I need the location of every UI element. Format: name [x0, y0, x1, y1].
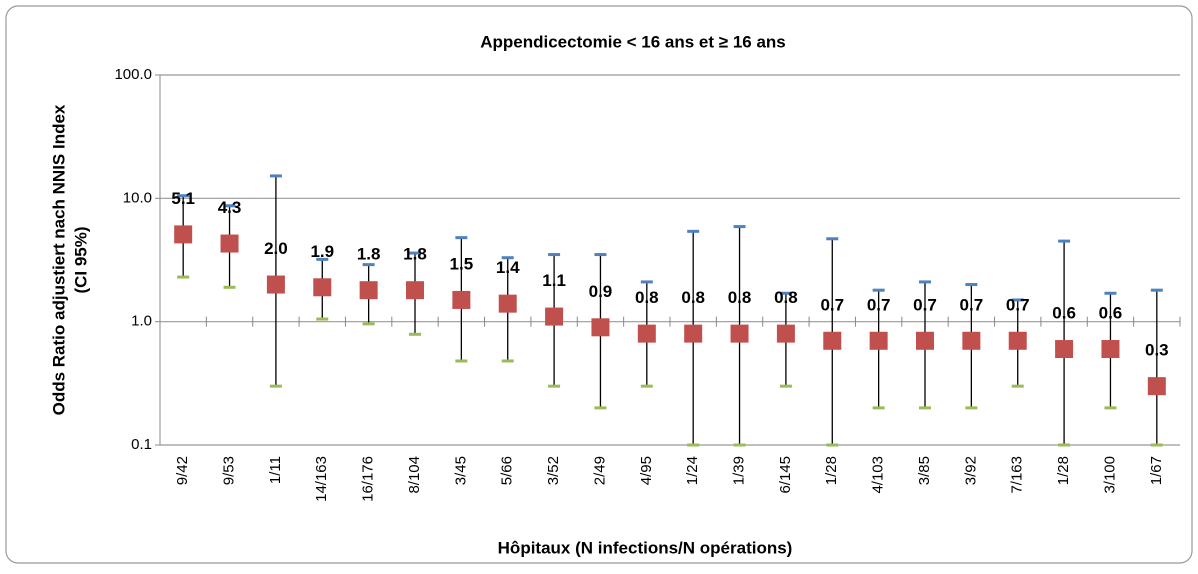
x-tick-label: 6/145	[777, 456, 794, 494]
x-tick-label: 5/66	[499, 456, 516, 485]
point	[1055, 340, 1074, 359]
data-label: 0.7	[960, 295, 984, 314]
x-tick-label: 8/104	[406, 456, 423, 494]
y-axis-title-line: Odds Ratio adjustiert nach NNIS Index	[49, 104, 68, 415]
point	[545, 307, 564, 326]
y-axis-title-line: (CI 95%)	[71, 226, 90, 293]
data-label: 0.8	[635, 288, 659, 307]
x-tick-label: 3/85	[916, 456, 933, 485]
y-axis-title: Odds Ratio adjustiert nach NNIS Index (C…	[49, 104, 90, 415]
data-label: 0.6	[1099, 304, 1123, 323]
point	[1008, 331, 1027, 350]
data-label: 0.9	[589, 282, 613, 301]
point	[869, 331, 888, 350]
point	[962, 331, 981, 350]
data-label: 0.7	[867, 295, 891, 314]
x-tick-label: 2/49	[591, 456, 608, 485]
x-tick-label: 1/28	[1055, 456, 1072, 485]
x-tick-label: 1/24	[684, 456, 701, 485]
data-label: 1.9	[310, 242, 334, 261]
point	[1147, 377, 1166, 396]
x-tick-label: 3/100	[1101, 456, 1118, 494]
data-label: 0.8	[774, 288, 798, 307]
point	[916, 331, 934, 350]
point	[730, 324, 749, 343]
y-tick-label: 10.0	[123, 189, 152, 206]
data-label: 0.7	[820, 295, 844, 314]
data-label: 1.1	[542, 271, 566, 290]
data-label: 0.7	[913, 295, 937, 314]
point	[220, 234, 239, 253]
x-tick-label: 3/92	[962, 456, 979, 485]
x-tick-label: 7/163	[1009, 456, 1026, 494]
data-label: 2.0	[264, 239, 288, 258]
data-label: 4.3	[218, 198, 242, 217]
y-tick-label: 0.1	[131, 436, 152, 453]
x-tick-label: 3/45	[452, 456, 469, 485]
x-axis-title: Hôpitaux (N infections/N opérations)	[498, 538, 793, 557]
x-tick-label: 9/42	[174, 456, 191, 485]
chart-title: Appendicectomie < 16 ans et ≥ 16 ans	[480, 32, 786, 51]
x-tick-label: 4/103	[870, 456, 887, 494]
point	[776, 324, 795, 343]
y-tick-label: 1.0	[131, 313, 152, 330]
point	[406, 281, 424, 300]
point	[359, 281, 378, 300]
point	[498, 294, 517, 313]
data-label: 0.3	[1145, 341, 1169, 360]
point	[174, 225, 193, 244]
data-label: 1.8	[403, 245, 427, 264]
x-tick-label: 9/53	[221, 456, 238, 485]
point	[1101, 340, 1120, 359]
x-tick-label: 1/11	[267, 456, 284, 484]
data-label: 1.5	[450, 254, 474, 273]
x-tick-label: 14/163	[313, 456, 330, 502]
data-label: 0.8	[681, 288, 705, 307]
point	[313, 278, 332, 297]
x-tick-label: 16/176	[360, 456, 377, 502]
x-tick-label: 1/39	[731, 456, 748, 485]
y-tick-label: 100.0	[114, 66, 152, 83]
x-tick-label: 4/95	[638, 456, 655, 485]
point	[591, 318, 610, 337]
data-label: 0.6	[1052, 304, 1076, 323]
point	[266, 275, 285, 294]
x-tick-label: 3/52	[545, 456, 562, 485]
x-tick-label: 1/67	[1148, 456, 1165, 485]
data-label: 1.8	[357, 245, 381, 264]
x-tick-label: 1/28	[823, 456, 840, 485]
data-label: 0.7	[1006, 295, 1030, 314]
point	[452, 290, 471, 309]
chart-frame	[5, 5, 1193, 564]
data-label: 5.1	[171, 189, 195, 208]
point	[823, 331, 842, 350]
data-label: 1.4	[496, 258, 520, 277]
point	[684, 324, 703, 343]
point	[637, 324, 656, 343]
data-label: 0.8	[728, 288, 752, 307]
